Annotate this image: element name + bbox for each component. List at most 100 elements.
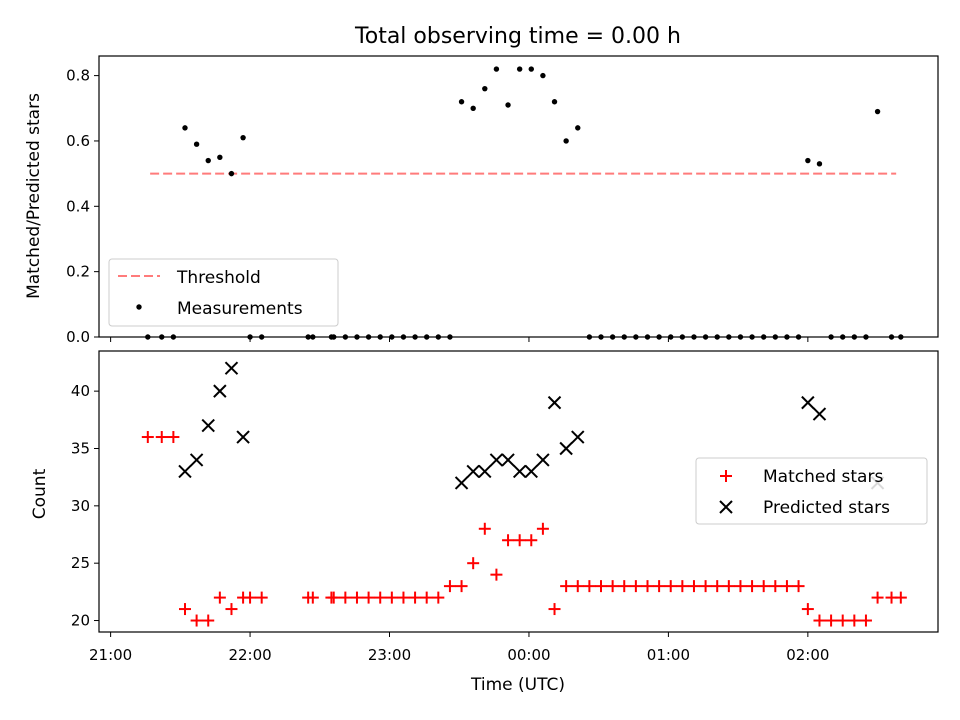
count-panel: 21:00 22:00 23:00 00:00 01:00 02:00 20 25 30 35 40… [30,350,939,695]
ratio-y-tick-label: 0.4 [66,197,90,215]
matched-star-point [653,580,666,593]
predicted-star-point [454,476,469,490]
ratio-plot-frame [98,55,939,338]
measurement-point [482,85,488,92]
measurement-point [240,134,246,141]
matched-star-point [350,591,363,604]
matched-star-point [746,580,759,593]
predicted-star-point [812,407,827,421]
measurement-point [193,141,200,147]
count-ylabel: Count [30,468,50,519]
matched-star-point [757,580,770,593]
matched-star-point [801,603,814,616]
predicted-star-point [524,464,538,479]
predicted-star-point [501,453,515,467]
ratio-ylabel: Matched/Predicted stars [24,93,44,299]
predicted-legend-swatch [719,500,733,514]
matched-star-point [813,614,826,627]
measurement-point [228,170,235,177]
matched-star-point [478,522,491,535]
matched-star-point [548,603,561,616]
matched-star-point [244,591,257,604]
matched-legend-swatch [720,470,732,482]
matched-star-point [502,534,515,547]
matched-star-point [629,580,642,593]
matched-star-point [141,431,154,444]
matched-star-point [525,534,538,547]
matched-star-point [871,591,884,604]
matched-star-point [664,580,677,593]
measurement-point [493,66,500,72]
matched-star-point [374,591,387,604]
matched-star-point [385,591,398,604]
measurement-point [540,72,546,79]
ratio-y-tick-label: 0.8 [66,67,90,85]
matched-star-point [362,591,375,604]
matched-star-point [699,580,712,593]
predicted-star-point [559,441,573,456]
matched-star-point [213,591,226,604]
matched-star-point [190,614,203,627]
ratio-y-tick-label: 0.6 [66,132,90,150]
matched-star-point [397,591,410,604]
count-legend: Matched stars Predicted stars [695,457,928,525]
predicted-star-point [536,453,550,467]
matched-star-point [583,580,596,593]
predicted-star-point [236,430,250,444]
threshold-legend-label: Threshold [176,268,261,288]
matched-star-point [455,580,468,593]
count-y-tick-label: 20 [71,612,90,630]
matched-star-point [202,614,215,627]
matched-star-point [327,591,340,604]
matched-star-point [687,580,700,593]
measurement-point [516,66,523,72]
matched-star-point [178,603,191,616]
matched-star-point [894,591,907,604]
predicted-star-point [201,418,215,433]
x-tick-label: 00:00 [507,646,550,664]
matched-star-point [571,580,584,593]
matched-legend-label: Matched stars [763,467,883,487]
count-y-tick-label: 30 [71,497,90,515]
matched-star-point [859,614,872,627]
matched-star-point [432,591,445,604]
matched-star-point [420,591,433,604]
predicted-star-point [801,395,815,410]
ratio-y-tick-label: 0.2 [66,263,90,281]
matched-star-point [306,591,319,604]
matched-star-point [536,522,549,535]
predicted-star-point [512,464,527,479]
count-y-tick-label: 40 [71,382,90,400]
matched-star-point [409,591,422,604]
matched-star-point [467,557,480,570]
predicted-star-point [178,464,192,479]
ratio-legend: Threshold Measurements [108,258,339,327]
count-legend-box [695,457,928,525]
matched-star-point [734,580,747,593]
matched-star-point [595,580,608,593]
predicted-star-point [466,464,480,479]
matched-star-point [490,568,503,581]
x-tick-label: 01:00 [647,646,690,664]
x-axis-label: Time (UTC) [470,675,565,695]
matched-star-point [641,580,654,593]
measurement-point [217,154,223,160]
measurement-point [551,99,558,105]
measurement-point [182,125,188,131]
count-plot-frame [98,350,939,633]
predicted-star-point [547,395,562,410]
predicted-legend-label: Predicted stars [763,498,890,518]
matched-star-point [513,534,526,547]
measurements-legend-label: Measurements [177,299,303,319]
measurement-point [816,161,823,167]
predicted-star-point [213,384,227,398]
matched-star-point [836,614,849,627]
matched-star-point [722,580,735,593]
matched-star-point [792,580,805,593]
matched-star-point [825,614,838,627]
x-tick-label: 21:00 [89,646,132,664]
count-y-tick-label: 25 [71,554,90,572]
matched-star-point [769,580,782,593]
x-tick-label: 23:00 [368,646,411,664]
x-tick-label: 22:00 [228,646,271,664]
